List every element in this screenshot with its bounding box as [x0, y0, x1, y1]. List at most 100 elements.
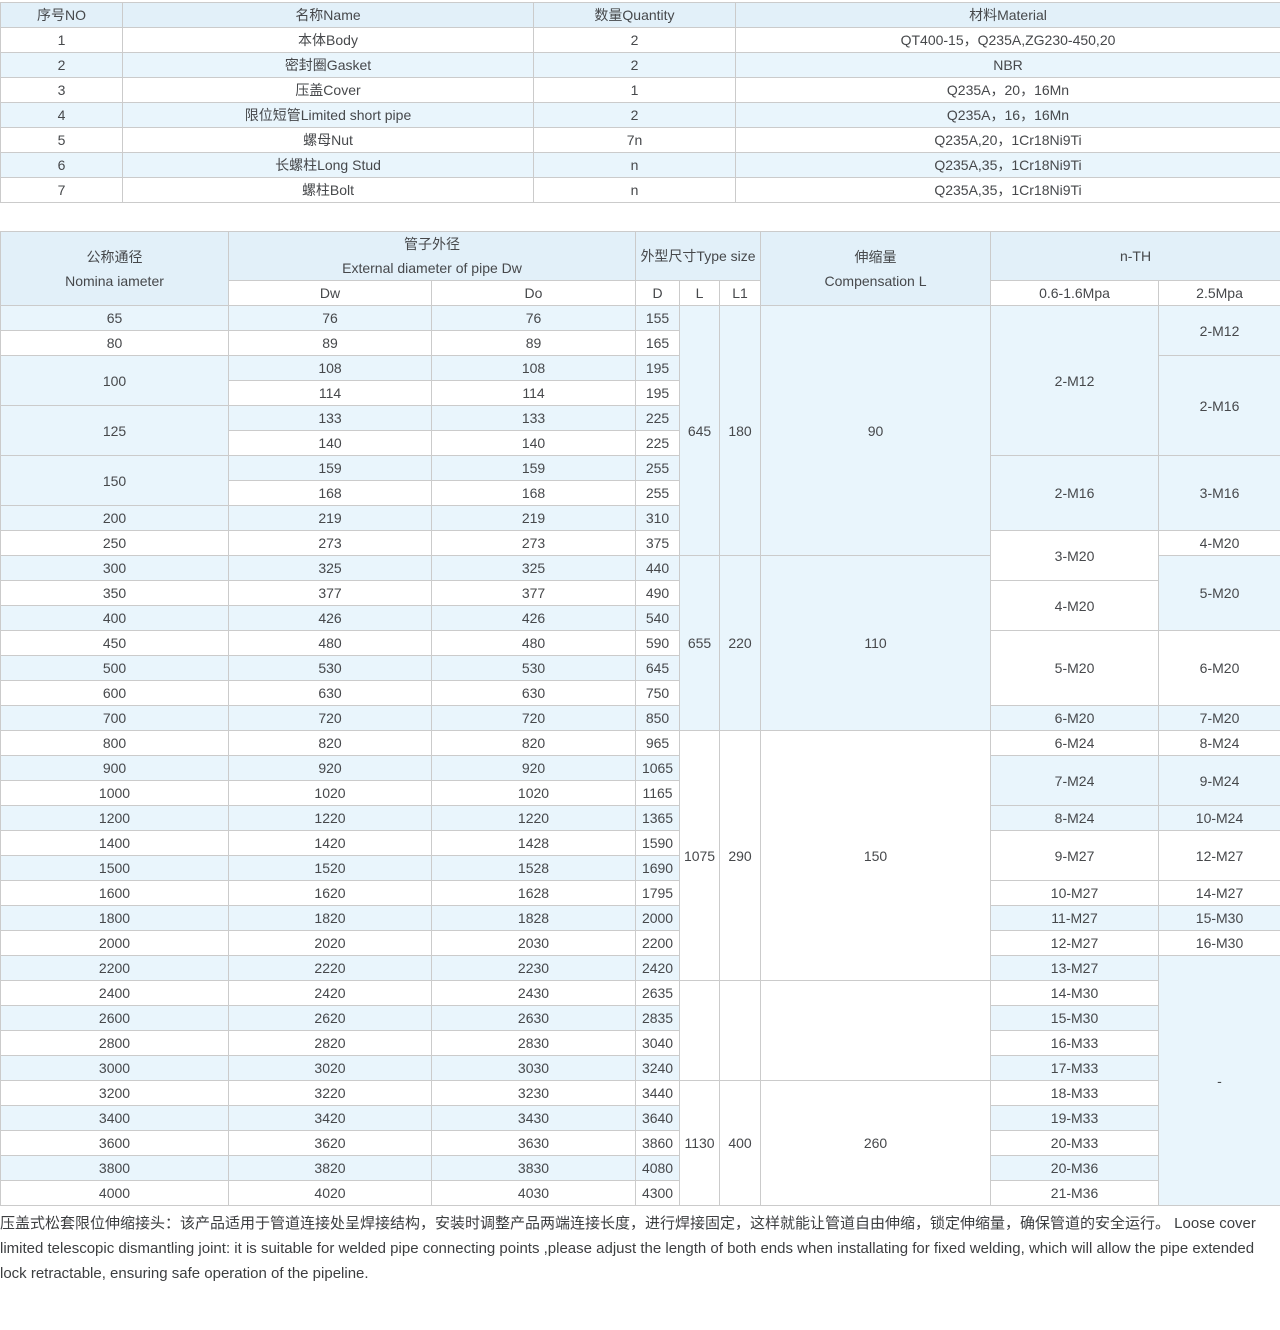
- spec-row: 1500 1520 1528 1690: [0, 855, 1280, 881]
- spec-cell-nominal: 3000: [0, 1055, 229, 1081]
- pipe-diameter-label-en: External diameter of pipe Dw: [342, 260, 522, 276]
- parts-cell: 1: [533, 77, 736, 103]
- parts-cell: 2: [533, 52, 736, 78]
- spec-cell-nth-high: 6-M20: [1158, 630, 1280, 706]
- spec-row: 200 219 219 310: [0, 505, 1280, 531]
- spec-cell-dw: 168: [228, 480, 432, 506]
- spec-cell-do: 820: [430, 730, 637, 756]
- spec-cell-dw: 2020: [228, 930, 432, 956]
- spec-cell-dw: 89: [228, 330, 432, 356]
- spec-row: 400 426 426 540: [0, 605, 1280, 631]
- spec-cell-nominal: 400: [0, 605, 229, 631]
- col-header-n-th: n-TH: [990, 231, 1280, 281]
- parts-cell: 5: [0, 127, 123, 153]
- spec-cell-nominal: 3600: [0, 1130, 229, 1156]
- spec-cell-d: 3860: [635, 1130, 681, 1156]
- spec-row: 1000 1020 1020 1165: [0, 780, 1280, 806]
- parts-cell: 2: [533, 27, 736, 53]
- parts-cell: 6: [0, 152, 123, 178]
- spec-cell-nth-low: 16-M33: [990, 1030, 1160, 1056]
- parts-cell: 螺母Nut: [122, 127, 534, 153]
- spec-cell-dw: 114: [228, 380, 432, 406]
- spec-cell-d: 1690: [635, 855, 681, 881]
- spec-cell-do: 159: [430, 455, 637, 481]
- col-header-mpa-high: 2.5Mpa: [1158, 280, 1280, 306]
- spec-cell-dw: 273: [228, 530, 432, 556]
- spec-cell-d: 195: [635, 380, 681, 406]
- parts-cell: 限位短管Limited short pipe: [122, 102, 534, 128]
- spec-row: 3400 3420 3430 3640 19-M33: [0, 1105, 1280, 1131]
- spec-cell-do: 426: [430, 605, 637, 631]
- spec-cell-nth-high: 14-M27: [1158, 880, 1280, 906]
- spec-cell-d: 1065: [635, 755, 681, 781]
- spec-cell-nth-low: 10-M27: [990, 880, 1160, 906]
- spec-cell-dw: 140: [228, 430, 432, 456]
- spec-cell-dw: 3220: [228, 1080, 432, 1106]
- spec-cell-d: 3040: [635, 1030, 681, 1056]
- parts-row: 6 长螺柱Long Stud n Q235A,35，1Cr18Ni9Ti: [0, 152, 1280, 178]
- spec-cell-nth-low: 11-M27: [990, 905, 1160, 931]
- spec-cell-dw: 1520: [228, 855, 432, 881]
- spec-cell-dw: 1420: [228, 830, 432, 856]
- parts-cell: 2: [0, 52, 123, 78]
- spec-cell-do: 2830: [430, 1030, 637, 1056]
- spec-cell-nth-low: 4-M20: [990, 580, 1160, 631]
- spec-cell-dw: 1020: [228, 780, 432, 806]
- spec-cell-nominal: 2600: [0, 1005, 229, 1031]
- spec-cell-nominal: 1200: [0, 805, 229, 831]
- spec-cell-nominal: 200: [0, 505, 229, 531]
- col-header-mpa-low: 0.6-1.6Mpa: [990, 280, 1160, 306]
- col-header-l: L: [679, 280, 721, 306]
- parts-table: 序号NO 名称Name 数量Quantity 材料Material 1 本体Body 2 Q…: [0, 2, 1280, 203]
- parts-cell: NBR: [735, 52, 1280, 78]
- spec-cell-nominal: 2400: [0, 980, 229, 1006]
- spec-cell-dw: 820: [228, 730, 432, 756]
- spec-cell-dw: 3820: [228, 1155, 432, 1181]
- parts-row: 4 限位短管Limited short pipe 2 Q235A，16，16Mn: [0, 102, 1280, 128]
- spec-cell-nominal: 150: [0, 455, 229, 506]
- spec-cell-do: 273: [430, 530, 637, 556]
- spec-cell-nth-low: 3-M20: [990, 530, 1160, 581]
- parts-header-cell: 数量Quantity: [533, 2, 736, 28]
- spec-cell-do: 2030: [430, 930, 637, 956]
- spec-cell-do: 920: [430, 755, 637, 781]
- spec-cell-d: 4080: [635, 1155, 681, 1181]
- spec-cell-nominal: 125: [0, 405, 229, 456]
- spec-cell-nth-high: 8-M24: [1158, 730, 1280, 756]
- spec-row: 125 133 133 225: [0, 405, 1280, 456]
- spec-row: 250 273 273 375 3-M20 4-M20: [0, 530, 1280, 581]
- spec-cell-nth-low: 20-M36: [990, 1155, 1160, 1181]
- spec-cell-dw: 530: [228, 655, 432, 681]
- spec-cell-nominal: 1500: [0, 855, 229, 881]
- parts-cell: Q235A，16，16Mn: [735, 102, 1280, 128]
- spec-cell-do: 1828: [430, 905, 637, 931]
- spec-cell-l1: 180: [719, 305, 762, 556]
- spec-cell-compensation: [760, 980, 992, 1081]
- parts-cell: 3: [0, 77, 123, 103]
- spec-cell-nth-low: 2-M16: [990, 455, 1160, 531]
- spec-cell-do: 480: [430, 630, 637, 656]
- spec-cell-d: 195: [635, 355, 681, 381]
- spec-cell-nth-low: 2-M12: [990, 305, 1160, 456]
- spec-cell-do: 133: [430, 405, 637, 431]
- spec-row: 2600 2620 2630 2835 15-M30: [0, 1005, 1280, 1031]
- col-header-type-size: 外型尺寸Type size: [635, 231, 762, 281]
- spec-cell-nth-low: 12-M27: [990, 930, 1160, 956]
- spec-cell-do: 3830: [430, 1155, 637, 1181]
- spec-cell-l: 1075: [679, 730, 721, 981]
- spec-cell-nth-low: 18-M33: [990, 1080, 1160, 1106]
- spec-cell-dw: 377: [228, 580, 432, 606]
- parts-cell: Q235A,20，1Cr18Ni9Ti: [735, 127, 1280, 153]
- spec-cell-nth-high: 4-M20: [1158, 530, 1280, 556]
- parts-row: 5 螺母Nut 7n Q235A,20，1Cr18Ni9Ti: [0, 127, 1280, 153]
- spec-cell-d: 2000: [635, 905, 681, 931]
- spec-cell-do: 4030: [430, 1180, 637, 1206]
- spec-cell-l: 655: [679, 555, 721, 731]
- spec-cell-dw: 1220: [228, 805, 432, 831]
- col-header-d: D: [635, 280, 681, 306]
- spec-cell-dw: 325: [228, 555, 432, 581]
- spec-cell-nth-high: 10-M24: [1158, 805, 1280, 831]
- spec-cell-do: 377: [430, 580, 637, 606]
- spec-row: 1600 1620 1628 1795 10-M27 14-M27: [0, 880, 1280, 906]
- spec-cell-do: 325: [430, 555, 637, 581]
